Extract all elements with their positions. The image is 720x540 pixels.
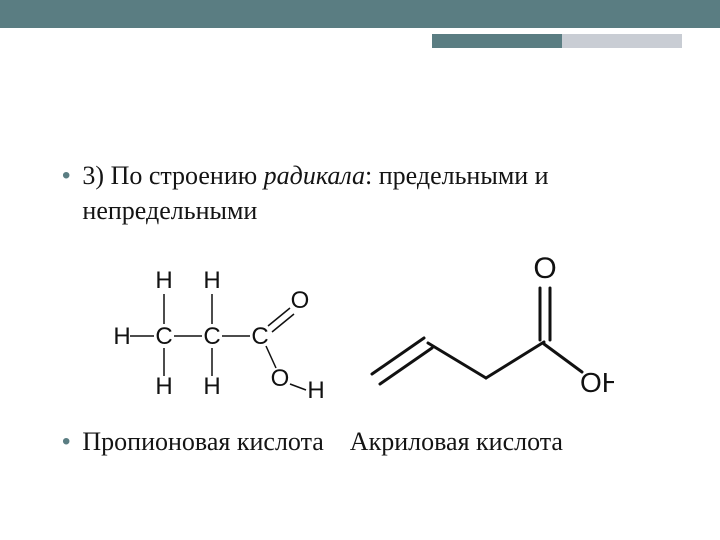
svg-text:H: H [155, 267, 172, 294]
svg-text:H: H [203, 267, 220, 294]
svg-text:H: H [307, 377, 324, 404]
svg-text:H: H [113, 323, 130, 350]
svg-text:O: O [291, 287, 310, 314]
svg-text:OH: OH [580, 367, 614, 398]
bullet-item-1: • 3) По строению радикала: предельными и… [62, 158, 658, 228]
accent-stripe [432, 34, 682, 48]
text-pre: 3) По строению [82, 161, 263, 190]
svg-text:O: O [533, 252, 556, 285]
svg-text:C: C [251, 323, 268, 350]
bullet-glyph: • [62, 160, 70, 192]
svg-text:H: H [155, 373, 172, 400]
bullet-item-2: • Пропионовая кислота Акриловая кислота [62, 424, 658, 459]
svg-text:C: C [203, 323, 220, 350]
bullet-text-1: 3) По строению радикала: предельными и н… [82, 158, 658, 228]
acrylic-acid-structure: O OH [354, 246, 614, 406]
svg-text:C: C [155, 323, 172, 350]
propionic-acid-structure: H H C H H H C C O O H [104, 266, 324, 406]
svg-text:H: H [203, 373, 220, 400]
figures-row: H H C H H H C C O O H [62, 246, 658, 406]
structure-labels: Пропионовая кислота Акриловая кислота [82, 424, 563, 459]
top-bar [0, 0, 720, 28]
bullet-glyph: • [62, 426, 70, 458]
text-italic: радикала [264, 161, 365, 190]
svg-text:O: O [271, 365, 290, 392]
